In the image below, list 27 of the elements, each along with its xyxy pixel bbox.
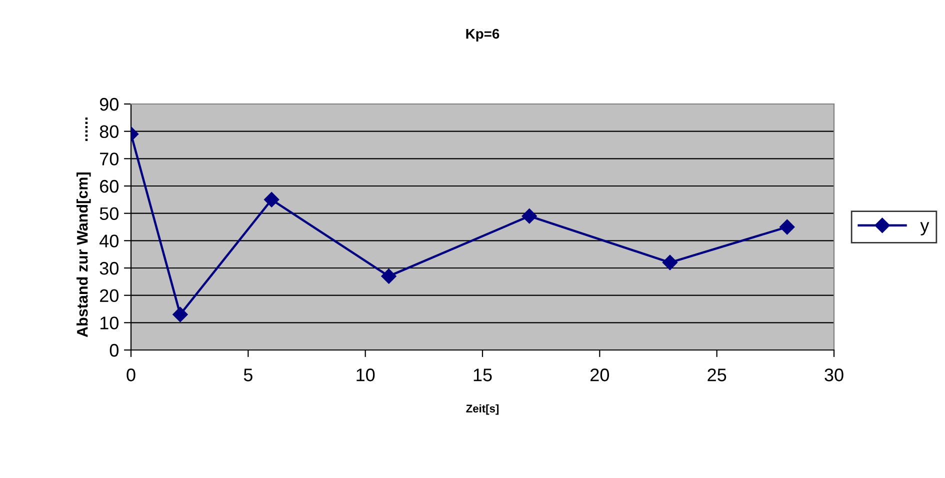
point bbox=[172, 306, 188, 322]
x-tick-label: 15 bbox=[474, 368, 492, 382]
point bbox=[662, 254, 678, 270]
y-tick-label: 0 bbox=[110, 344, 118, 357]
point bbox=[264, 192, 280, 208]
y-tick-label: 70 bbox=[100, 152, 118, 166]
x-tick-label: 20 bbox=[590, 368, 610, 382]
x-tick-label: 0 bbox=[126, 368, 136, 382]
y-tick-label: 20 bbox=[100, 289, 118, 302]
y-axis-title: Abstand zur Wand[cm] ...... bbox=[76, 118, 91, 338]
point bbox=[780, 219, 795, 235]
x-tick-label: 10 bbox=[356, 368, 375, 382]
y-tick-label: 10 bbox=[100, 316, 118, 330]
x-axis-title: Zeit[s] bbox=[466, 404, 499, 415]
x-tick-label: 25 bbox=[708, 368, 726, 382]
chart-title: Kp=6 bbox=[466, 28, 500, 42]
legend-label: y bbox=[920, 222, 930, 236]
x-tick-label: 30 bbox=[824, 368, 844, 382]
point bbox=[522, 208, 537, 224]
y-tick-label: 90 bbox=[100, 98, 118, 111]
y-tick-label: 50 bbox=[100, 207, 118, 220]
y-tick-label: 40 bbox=[100, 234, 118, 248]
y-tick-label: 80 bbox=[100, 125, 118, 138]
y-tick-label: 30 bbox=[100, 262, 118, 275]
y-tick-label: 60 bbox=[100, 180, 118, 193]
point bbox=[381, 268, 396, 284]
x-tick-label: 5 bbox=[244, 368, 252, 382]
